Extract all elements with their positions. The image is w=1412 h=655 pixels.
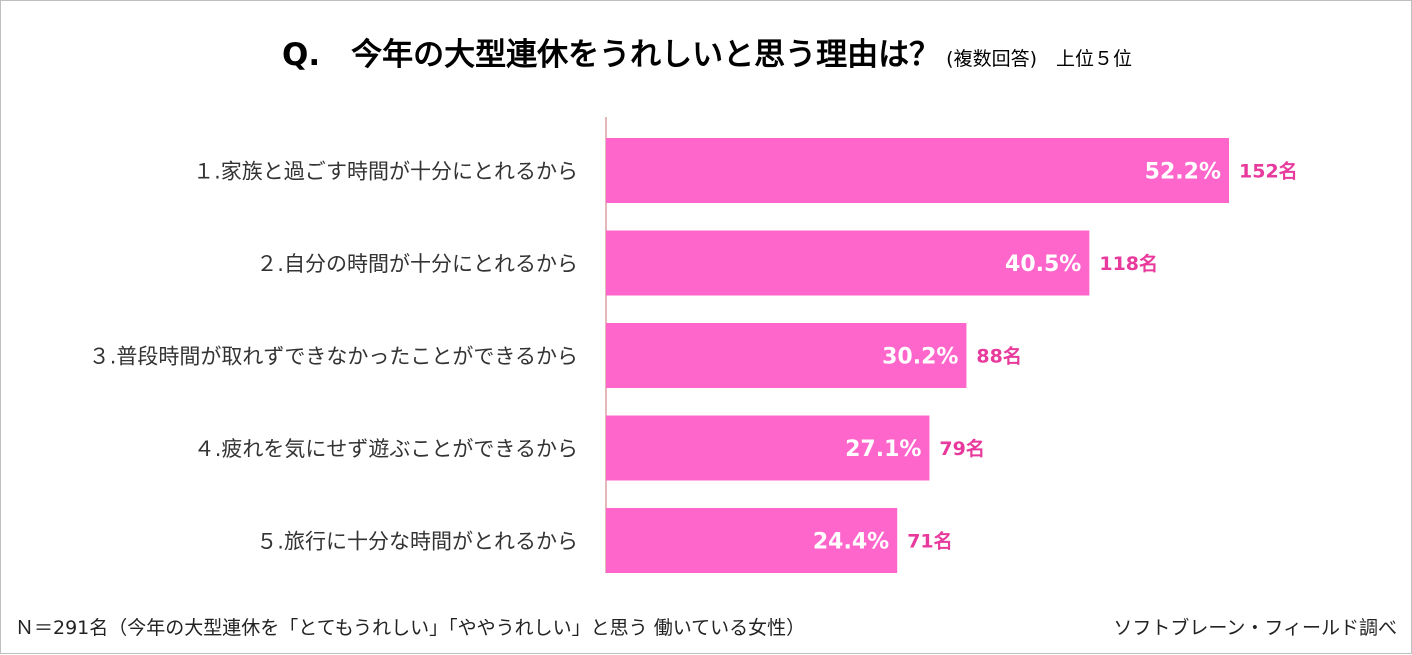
bar-value-label: 40.5%: [1005, 252, 1081, 277]
category-label: ３.普段時間が取れずできなかったことができるから: [89, 345, 578, 369]
bar-value-label: 30.2%: [882, 345, 958, 370]
chart-title: Q. 今年の大型連休をうれしいと思う理由は？ (複数回答) 上位５位: [1, 29, 1412, 74]
bar: [606, 508, 898, 573]
category-label: ５.旅行に十分な時間がとれるから: [256, 530, 578, 554]
chart-title-sub: (複数回答) 上位５位: [946, 48, 1132, 70]
bar-value-label: 27.1%: [845, 437, 921, 462]
footer-note: Ｎ＝291名（今年の大型連休を「とてもうれしい」「ややうれしい」と思う 働いてい…: [15, 617, 806, 639]
bar-value-label: 24.4%: [813, 530, 889, 555]
bar-count-label: 88名: [976, 345, 1021, 368]
bar-count-label: 79名: [939, 437, 984, 460]
bar: [606, 230, 1090, 296]
bar-value-label: 52.2%: [1145, 160, 1221, 185]
bar-count-label: 152名: [1239, 160, 1298, 183]
category-label: ２.自分の時間が十分にとれるから: [256, 252, 578, 276]
chart-title-main: Q. 今年の大型連休をうれしいと思う理由は？: [282, 37, 941, 73]
bar-count-label: 118名: [1099, 252, 1158, 275]
bar: [606, 138, 1229, 203]
category-label: ４.疲れを気にせず遊ぶことができるから: [194, 437, 578, 461]
bar: [606, 323, 967, 388]
bar-count-label: 71名: [907, 530, 952, 553]
footer-source: ソフトブレーン・フィールド調べ: [1113, 617, 1397, 639]
bar: [606, 415, 930, 481]
category-label: １.家族と過ごす時間が十分にとれるから: [193, 160, 578, 184]
